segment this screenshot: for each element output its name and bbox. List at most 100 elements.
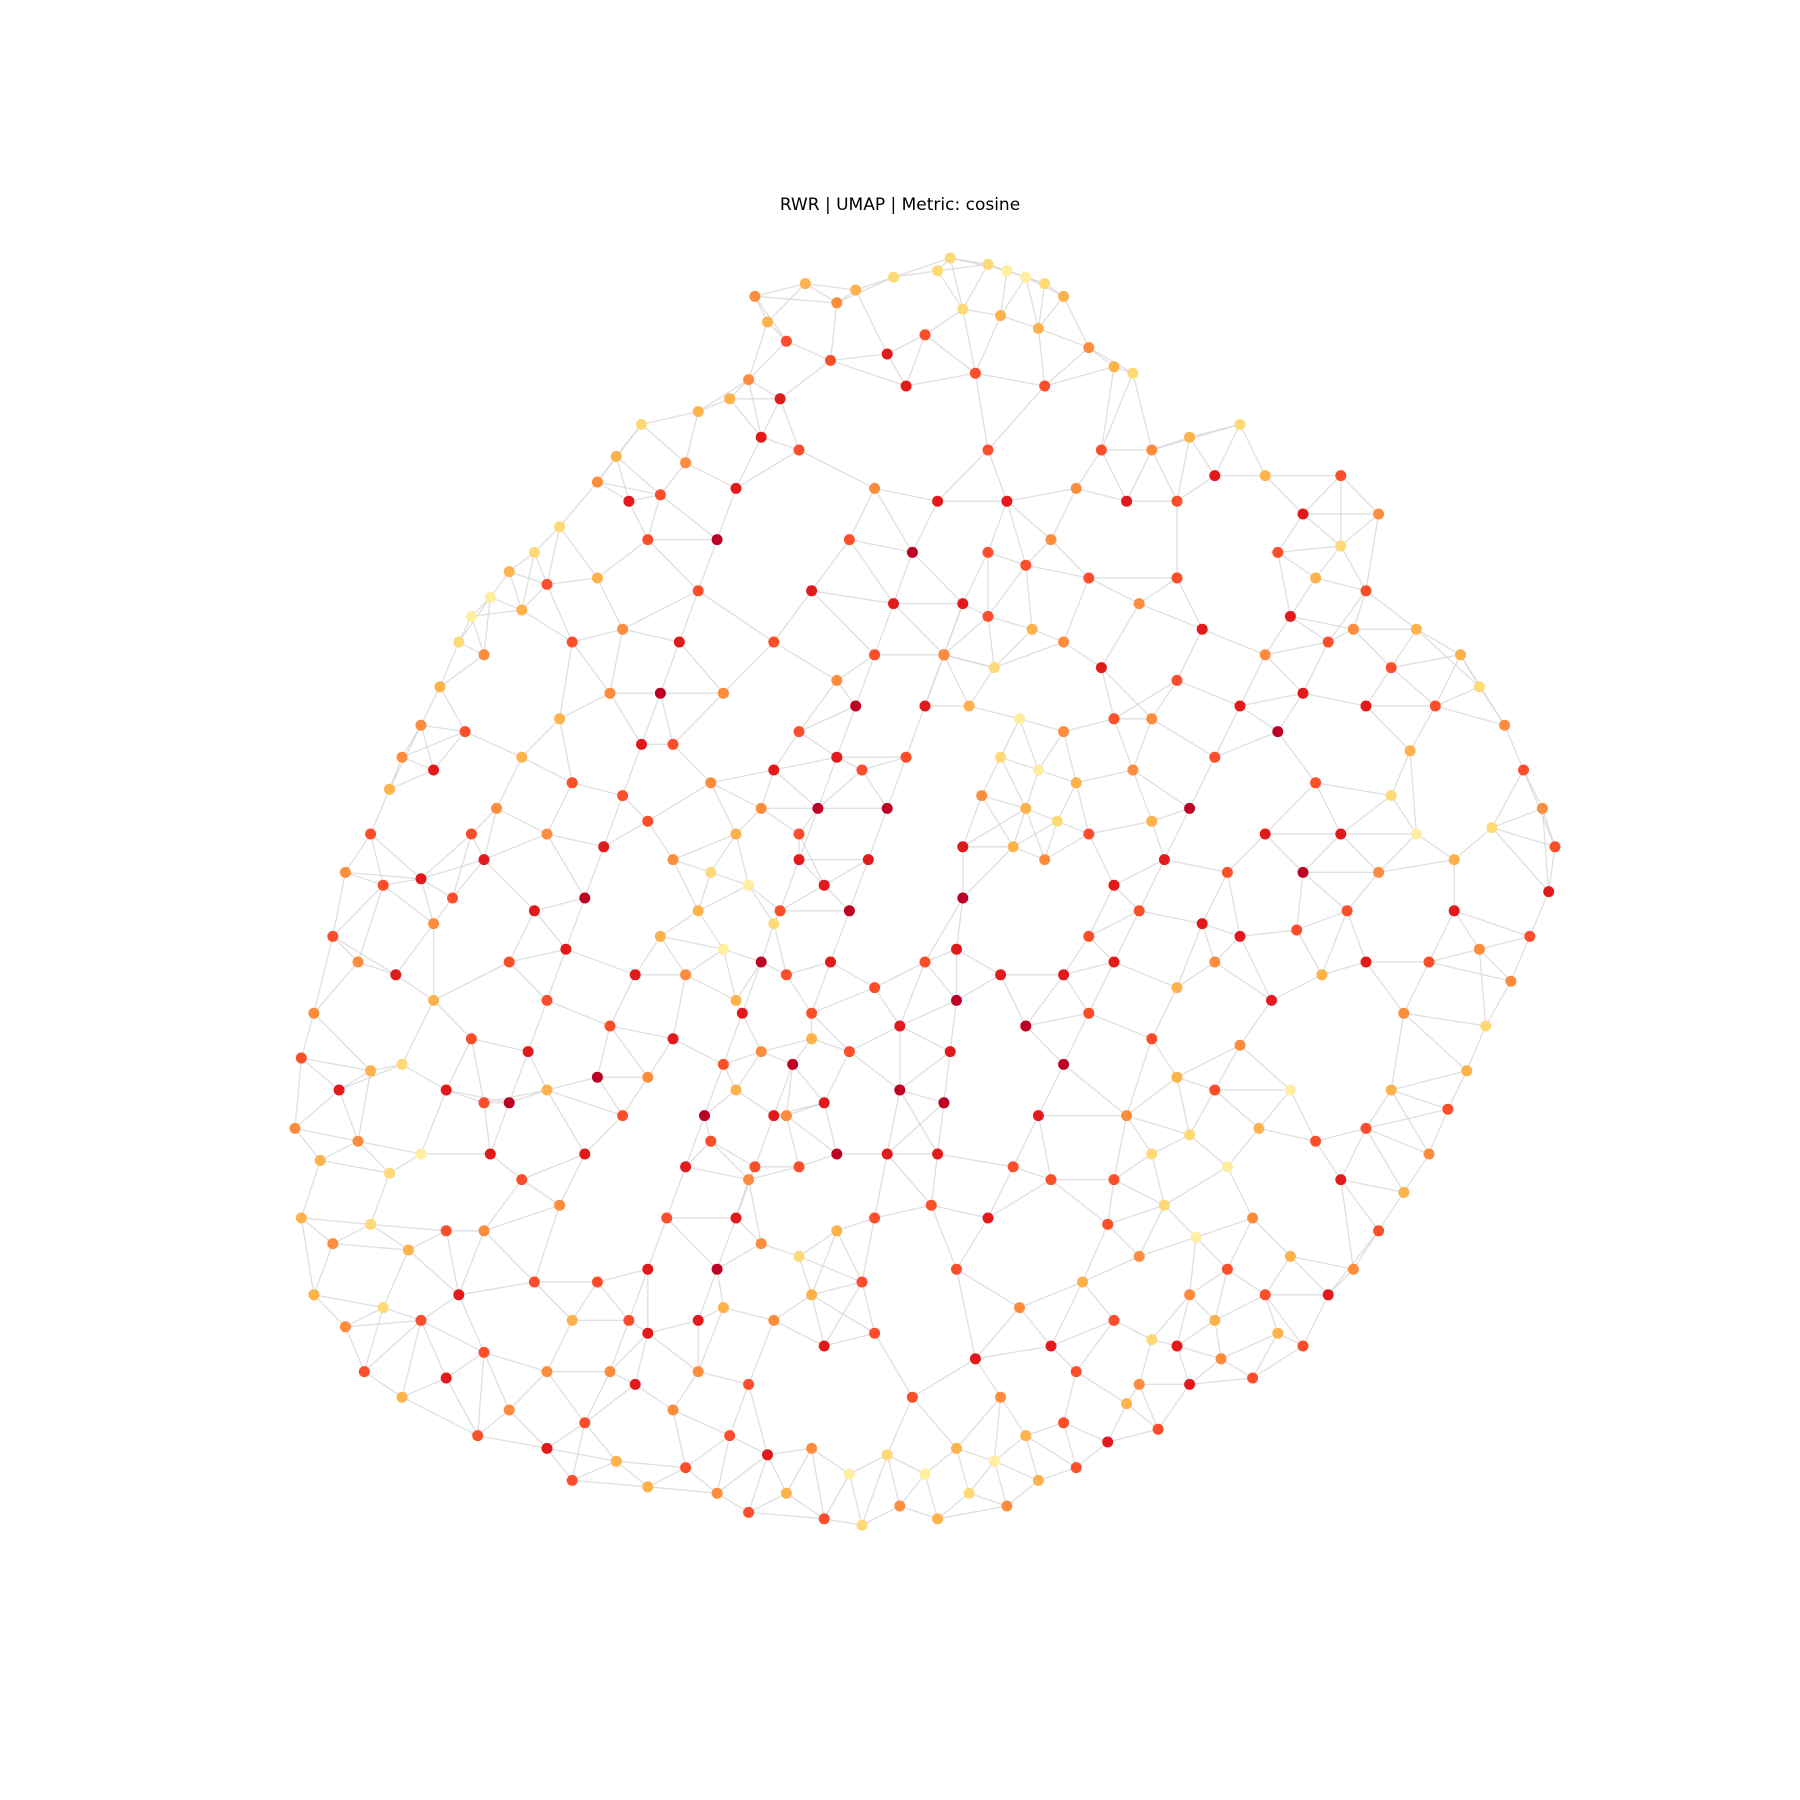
graph-node (1360, 1122, 1372, 1134)
graph-node (869, 982, 881, 994)
graph-edge (924, 1473, 939, 1519)
graph-edge (483, 1230, 535, 1283)
graph-node (793, 1250, 805, 1262)
graph-edge (1258, 1127, 1316, 1142)
graph-edge (1239, 424, 1266, 476)
graph-node (503, 956, 515, 968)
graph-edge (1088, 820, 1152, 835)
graph-edge (458, 1281, 535, 1296)
graph-edge (956, 974, 1001, 1001)
graph-edge (874, 487, 938, 502)
graph-edge (1201, 923, 1216, 963)
graph-node (932, 1513, 944, 1525)
graph-edge (451, 833, 473, 899)
graph-edge (849, 538, 913, 554)
graph-node (825, 354, 836, 366)
graph-edge (1113, 1153, 1153, 1181)
graph-edge (924, 961, 958, 1001)
graph-edge (798, 1256, 813, 1296)
graph-node (755, 956, 767, 968)
graph-edge (508, 571, 523, 611)
graph-edge (672, 833, 737, 861)
graph-node (1083, 828, 1095, 840)
graph-edge (1113, 961, 1178, 989)
graph-edge (1447, 1070, 1468, 1110)
graph-edge (855, 289, 888, 355)
graph-edge (735, 1051, 762, 1091)
graph-node (1480, 1020, 1492, 1032)
graph-edge (911, 1396, 957, 1449)
graph-edge (672, 974, 687, 1039)
graph-edge (471, 1038, 529, 1053)
graph-edge (363, 1371, 403, 1398)
graph-edge (1391, 654, 1461, 669)
graph-edge (748, 884, 775, 924)
graph-node (774, 905, 786, 917)
graph-edge (729, 398, 762, 438)
graph-edge (754, 295, 837, 304)
graph-edge (1037, 1115, 1052, 1180)
graph-edge (1019, 718, 1064, 733)
graph-edge (1050, 539, 1090, 579)
graph-node (780, 969, 792, 981)
graph-node (295, 1052, 307, 1064)
graph-edge (874, 961, 926, 989)
graph-node (787, 1058, 799, 1070)
graph-node (938, 649, 950, 661)
graph-edge (345, 1307, 384, 1328)
graph-node (1543, 886, 1555, 898)
graph-edge (1075, 1371, 1127, 1405)
graph-edge (773, 731, 800, 771)
graph-edge (924, 654, 945, 707)
graph-edge (508, 961, 548, 1001)
graph-edge (1479, 935, 1530, 950)
graph-node (831, 1148, 843, 1160)
graph-edge (1088, 1012, 1153, 1040)
graph-node (1077, 1276, 1088, 1288)
graph-edge (955, 1269, 977, 1359)
graph-node (1473, 681, 1485, 693)
graph-node (636, 738, 647, 750)
graph-edge (1088, 961, 1115, 1014)
graph-edge (1075, 1320, 1115, 1372)
graph-edge (420, 878, 453, 899)
graph-edge (1113, 679, 1178, 720)
graph-edge (370, 1223, 409, 1251)
graph-node (629, 969, 641, 981)
graph-edge (1132, 769, 1190, 809)
graph-node (1171, 1071, 1183, 1083)
graph-node (591, 476, 603, 488)
graph-node (963, 1487, 975, 1499)
graph-edge (496, 807, 548, 835)
graph-edge (741, 1012, 762, 1052)
graph-edge (811, 1038, 850, 1053)
graph-edge (659, 936, 687, 976)
graph-edge (527, 1000, 548, 1052)
graph-node (982, 610, 994, 622)
graph-node (453, 1289, 465, 1301)
graph-node (1373, 866, 1385, 878)
graph-edge (345, 871, 384, 886)
graph-edge (596, 1025, 611, 1078)
graph-node (579, 1417, 591, 1429)
graph-edge (1390, 628, 1417, 668)
graph-node (825, 956, 836, 968)
graph-node (415, 1314, 427, 1326)
graph-node (1486, 822, 1498, 834)
graph-edge (1164, 1166, 1228, 1206)
graph-edge (760, 1242, 800, 1258)
graph-edge (672, 858, 712, 874)
graph-node (1108, 956, 1120, 968)
graph-edge (1126, 1403, 1159, 1430)
graph-edge (420, 686, 441, 726)
graph-edge (931, 1204, 989, 1219)
graph-node (1442, 1103, 1454, 1115)
graph-node (365, 1218, 377, 1230)
graph-edge (798, 680, 838, 732)
graph-edge (533, 526, 561, 553)
graph-edge (1214, 730, 1279, 758)
graph-node (843, 1046, 855, 1058)
graph-edge (647, 782, 712, 822)
graph-edge (1025, 564, 1089, 579)
graph-edge (943, 603, 964, 656)
